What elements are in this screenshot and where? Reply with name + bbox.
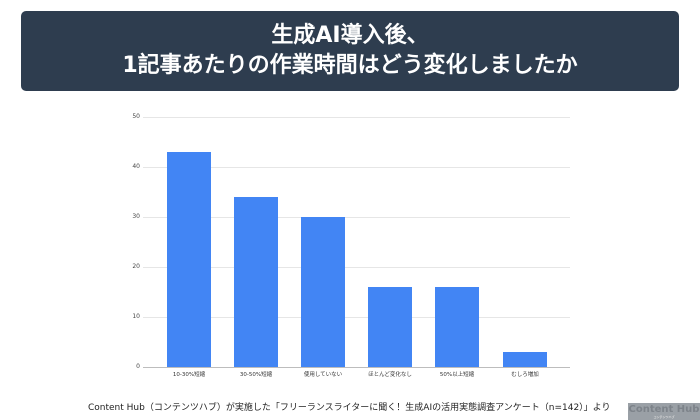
gridline [143, 167, 570, 168]
x-category-label: 30-50%短縮 [239, 372, 273, 378]
gridline [143, 117, 570, 118]
x-category-label: むしろ増加 [511, 372, 539, 378]
gridline [143, 317, 570, 318]
x-category-label: 50%以上短縮 [439, 372, 475, 378]
title-line-2: 1記事あたりの作業時間はどう変化しましたか [122, 53, 578, 78]
content-hub-logo: Content Hub コンテンツハブ [628, 403, 700, 420]
x-category-label: 10-30%短縮 [172, 372, 206, 378]
bar [435, 287, 479, 367]
gridline [143, 217, 570, 218]
source-note: Content Hub（コンテンツハブ）が実施した「フリーランスライターに聞く！… [88, 403, 611, 413]
bar [301, 217, 345, 367]
title-banner: 生成AI導入後、 1記事あたりの作業時間はどう変化しましたか [21, 11, 679, 91]
logo-subtext: コンテンツハブ [653, 415, 675, 419]
bar [234, 197, 278, 367]
gridline [143, 267, 570, 268]
logo-text: Content Hub [628, 404, 700, 415]
y-tick-label: 20 [132, 263, 140, 270]
y-tick-label: 30 [132, 213, 140, 220]
bar [503, 352, 547, 367]
bar [368, 287, 412, 367]
y-tick-label: 40 [132, 163, 140, 170]
y-tick-label: 10 [132, 313, 140, 320]
x-category-label: 使用していない [303, 372, 343, 378]
y-tick-label: 50 [132, 113, 140, 120]
x-category-label: ほとんど変化なし [368, 372, 412, 378]
bar [167, 152, 211, 367]
title-line-1: 生成AI導入後、 [271, 23, 429, 48]
x-axis-baseline [143, 367, 570, 368]
y-tick-label: 0 [136, 363, 140, 370]
